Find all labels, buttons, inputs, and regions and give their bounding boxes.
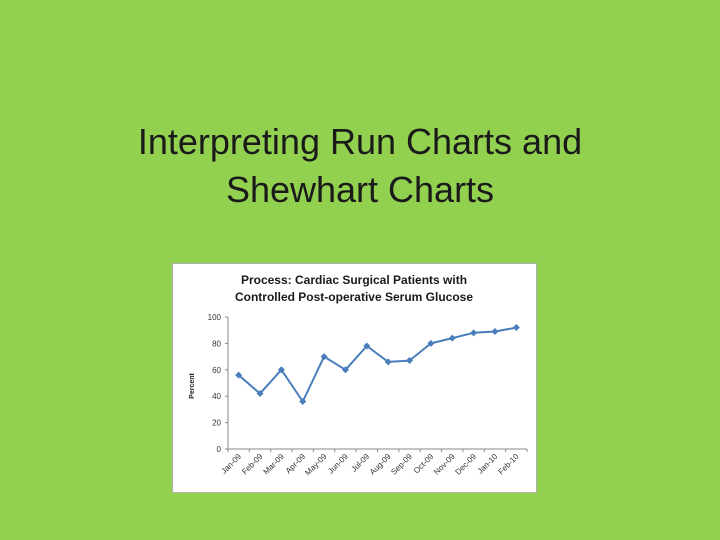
y-tick-label: 0 [217,445,222,454]
x-tick-label: Feb-09 [240,452,265,477]
data-point [512,324,520,332]
slide-title-line-2: Shewhart Charts [225,169,495,210]
slide-title-line-1: Interpreting Run Charts and [137,121,583,162]
y-tick-label: 80 [212,339,221,348]
x-tick-label: Aug-09 [368,452,393,477]
data-point [256,390,264,398]
data-point [235,371,243,379]
series-line [238,326,517,403]
chart-title-line-1: Process: Cardiac Surgical Patients with [241,273,467,287]
chart-series [235,324,520,405]
slide-title: Interpreting Run Charts and Shewhart Cha… [60,118,660,214]
x-tick-label: May-09 [303,452,329,478]
chart-title-line-2: Controlled Post-operative Serum Glucose [235,290,473,304]
x-tick-label: Feb-10 [496,452,521,477]
data-point [341,366,349,374]
x-tick-label: Dec-09 [453,452,478,477]
x-tick-label: Oct-09 [412,452,436,476]
y-tick-label: 100 [208,313,222,322]
data-point [470,329,478,337]
y-tick-label: 20 [212,419,221,428]
x-tick-label: Jun-09 [326,452,350,476]
data-point [384,358,392,366]
data-point [448,334,456,342]
chart-axes [227,317,527,450]
data-point [491,328,499,336]
y-axis-ticks: 0 20 40 60 80 100 [208,313,228,454]
data-point [299,397,307,405]
x-tick-label: Mar-09 [262,452,287,477]
data-point [427,339,435,347]
x-tick-label: Jan-09 [219,452,243,476]
y-tick-label: 40 [212,392,221,401]
x-tick-label: Sep-09 [389,452,414,477]
data-point [363,342,371,350]
data-point [320,353,328,361]
data-point [277,366,285,374]
x-tick-label: Nov-09 [432,452,457,477]
x-tick-label: Jan-10 [476,452,500,476]
y-tick-label: 60 [212,366,221,375]
run-chart: Process: Cardiac Surgical Patients with … [189,273,528,478]
chart-container: Process: Cardiac Surgical Patients with … [172,263,537,493]
data-point [406,357,414,365]
y-axis-label: Percent [189,372,196,398]
